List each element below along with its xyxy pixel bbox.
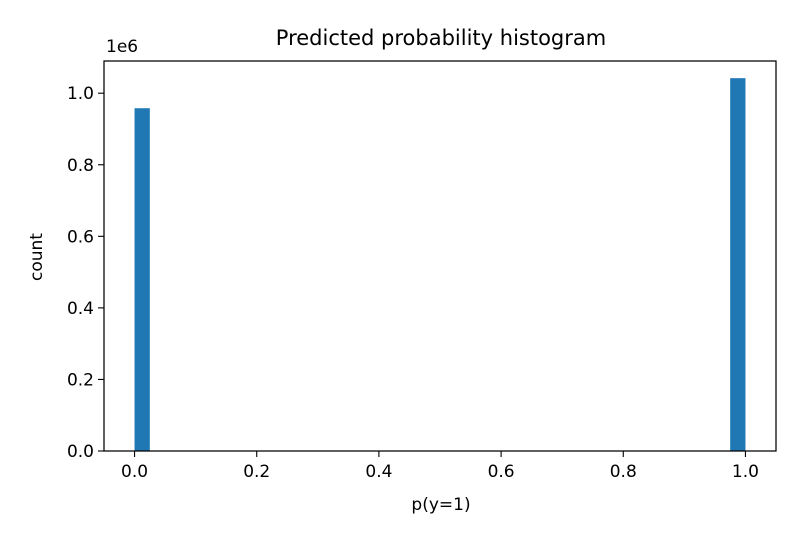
x-tick-label-1: 0.2 [243,462,270,482]
x-axis-label: p(y=1) [411,495,470,515]
x-tick-label-2: 0.4 [365,462,392,482]
y-tick-label-2: 0.4 [67,299,94,319]
x-tick-label-5: 1.0 [732,462,759,482]
y-tick-label-5: 1.0 [67,84,94,104]
x-tick-label-0: 0.0 [121,462,148,482]
y-axis-scale-label: 1e6 [106,37,138,57]
plot-frame [103,60,777,452]
histogram-bar-0 [134,108,150,451]
x-tick-label-4: 0.8 [610,462,637,482]
y-tick-label-3: 0.6 [67,227,94,247]
histogram-bar-1 [730,78,746,451]
bars-layer [134,78,746,451]
y-tick-label-0: 0.0 [67,442,94,462]
y-axis-label: count [27,233,47,281]
y-axis-ticks: 0.0 0.2 0.4 0.6 0.8 1.0 [67,84,104,462]
x-tick-label-3: 0.6 [488,462,515,482]
x-axis-ticks: 0.0 0.2 0.4 0.6 0.8 1.0 [121,451,759,482]
chart-title: Predicted probability histogram [276,26,606,50]
y-tick-label-1: 0.2 [67,370,94,390]
y-tick-label-4: 0.8 [67,156,94,176]
